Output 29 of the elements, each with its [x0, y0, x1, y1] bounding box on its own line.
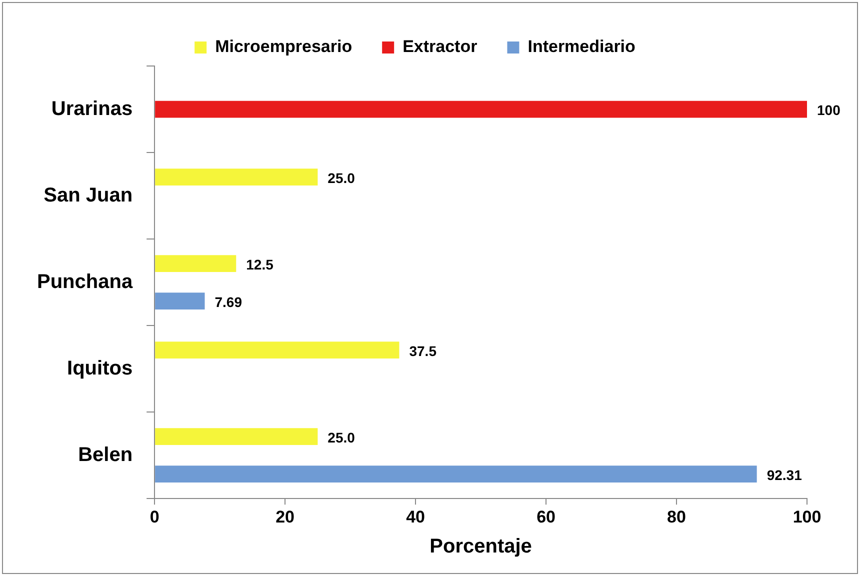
data-label: 7.69 — [214, 294, 242, 310]
bar — [155, 428, 318, 446]
y-tick-label: Belen — [78, 444, 133, 466]
bar — [155, 168, 318, 186]
y-tick-label: Iquitos — [67, 357, 133, 380]
legend-label: Intermediario — [528, 37, 636, 56]
y-tick-label: San Juan — [44, 184, 133, 206]
data-label: 37.5 — [409, 342, 437, 359]
y-tick-label: Urarinas — [51, 98, 133, 120]
x-tick-label: 80 — [667, 507, 686, 526]
bar — [155, 255, 236, 272]
bar — [155, 100, 807, 118]
data-label: 92.31 — [766, 466, 802, 483]
x-tick-label: 60 — [536, 507, 556, 526]
legend-label: Extractor — [402, 37, 478, 56]
data-label: 25.0 — [328, 429, 356, 446]
bar — [155, 292, 205, 310]
legend-label: Microempresario — [215, 37, 352, 56]
x-tick-label: 0 — [150, 507, 160, 526]
x-tick-label: 100 — [792, 507, 822, 526]
data-label: 25.0 — [328, 170, 356, 186]
x-axis-title: Porcentaje — [430, 536, 532, 558]
data-label: 100 — [817, 102, 841, 118]
x-tick-label: 20 — [276, 507, 295, 526]
data-label: 12.5 — [246, 256, 274, 272]
y-tick-label: Punchana — [37, 270, 134, 293]
bar — [155, 342, 400, 359]
x-tick-label: 40 — [406, 507, 426, 526]
bar — [155, 466, 757, 483]
